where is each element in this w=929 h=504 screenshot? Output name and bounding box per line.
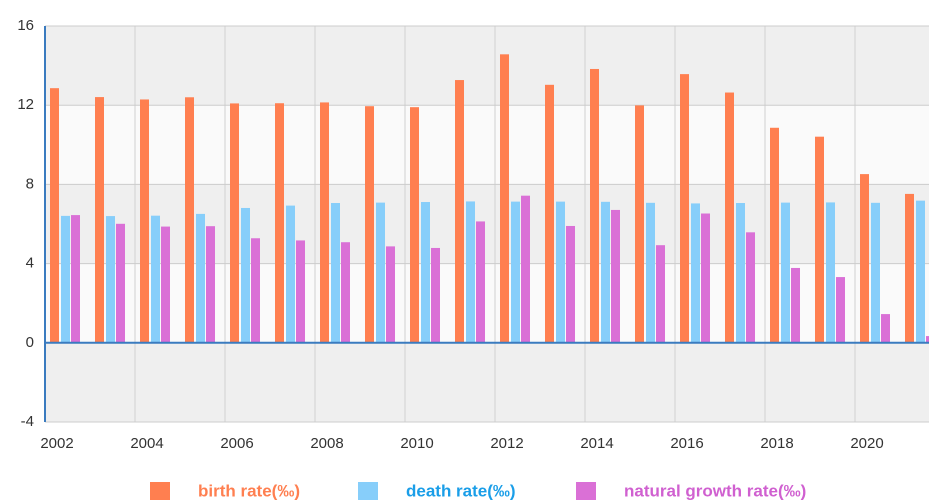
bar (511, 201, 520, 343)
bar (905, 193, 914, 343)
bar (916, 200, 925, 343)
bar (725, 92, 734, 343)
bar (500, 54, 509, 343)
legend-swatch (358, 482, 378, 500)
bar (545, 84, 554, 343)
bar (161, 226, 170, 343)
bar (926, 336, 929, 343)
bar (431, 247, 440, 343)
bar (746, 232, 755, 343)
y-tick-label: -4 (21, 413, 34, 430)
x-tick-label: 2002 (40, 435, 73, 452)
y-tick-label: 8 (26, 175, 34, 192)
bar (196, 213, 205, 343)
x-tick-label: 2004 (130, 435, 163, 452)
legend-swatch (576, 482, 596, 500)
bar (386, 246, 395, 343)
bar (230, 103, 239, 343)
bar (656, 245, 665, 343)
bar (770, 127, 779, 343)
bar (95, 97, 104, 343)
bar (871, 202, 880, 343)
bar (646, 202, 655, 343)
bar (206, 226, 215, 343)
x-tick-label: 2012 (490, 435, 523, 452)
bar (421, 202, 430, 343)
x-tick-label: 2006 (220, 435, 253, 452)
bar (680, 74, 689, 343)
bar (286, 205, 295, 343)
x-tick-label: 2014 (580, 435, 613, 452)
bar (151, 215, 160, 343)
plot-band (45, 184, 929, 264)
bar (566, 225, 575, 343)
bar (376, 202, 385, 343)
bar (635, 105, 644, 343)
x-tick-label: 2020 (850, 435, 883, 452)
bar (881, 314, 890, 343)
bar (791, 267, 800, 343)
legend-label: death rate(‰) (406, 481, 516, 500)
bar (691, 203, 700, 343)
bar (860, 174, 869, 343)
bar (296, 240, 305, 343)
bar (140, 99, 149, 343)
bar (611, 209, 620, 343)
bar (410, 107, 419, 343)
x-tick-label: 2018 (760, 435, 793, 452)
bar (71, 215, 80, 343)
bar (185, 97, 194, 343)
bar (556, 201, 565, 343)
y-tick-label: 4 (26, 255, 34, 272)
bar (116, 223, 125, 343)
y-tick-label: 0 (26, 334, 34, 351)
bar (50, 88, 59, 343)
bar (521, 195, 530, 343)
bar (331, 203, 340, 343)
bar (466, 201, 475, 343)
bar (781, 202, 790, 343)
bar (590, 68, 599, 343)
legend-swatch (150, 482, 170, 500)
legend-label: birth rate(‰) (198, 481, 300, 500)
bar (736, 203, 745, 343)
bar (106, 216, 115, 343)
x-tick-label: 2016 (670, 435, 703, 452)
plot-band (45, 342, 929, 422)
bar (455, 80, 464, 343)
bar (476, 221, 485, 343)
bar (341, 242, 350, 343)
bar (701, 213, 710, 343)
bar (601, 201, 610, 343)
bar (826, 202, 835, 343)
bar (365, 106, 374, 343)
plot-band (45, 105, 929, 185)
bar (61, 215, 70, 343)
bar (836, 277, 845, 343)
bar (275, 103, 284, 343)
legend-label: natural growth rate(‰) (624, 481, 806, 500)
bar (241, 207, 250, 343)
y-tick-label: 12 (17, 96, 34, 113)
bar (815, 136, 824, 343)
x-tick-label: 2008 (310, 435, 343, 452)
bar (251, 238, 260, 343)
x-tick-label: 2010 (400, 435, 433, 452)
plot-band (45, 26, 929, 106)
y-tick-label: 16 (17, 17, 34, 34)
bar (320, 102, 329, 343)
